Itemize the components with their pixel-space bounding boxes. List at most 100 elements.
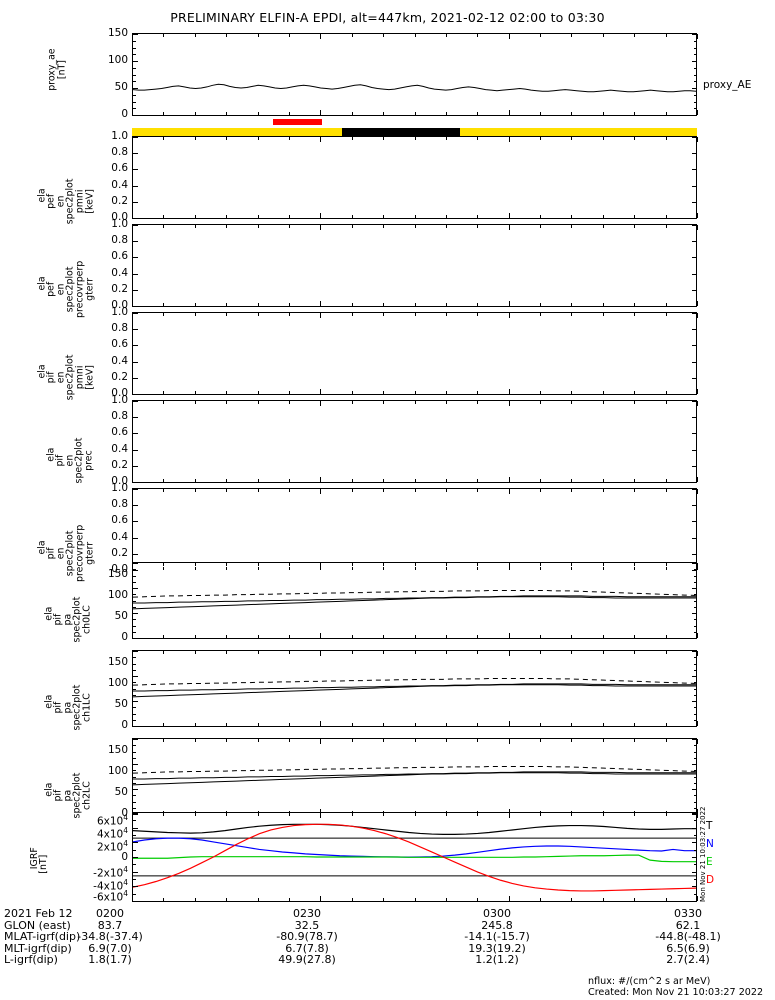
- ytick: [133, 94, 136, 96]
- xtick: [163, 401, 165, 404]
- xtick: [540, 303, 542, 306]
- panel-ch0lc-plotarea: [133, 563, 696, 638]
- xtick: [571, 635, 573, 638]
- xtick: [602, 225, 604, 228]
- xtick: [132, 301, 133, 306]
- panel-proxy-ae-ylabel: proxy_ae [nT]: [46, 48, 67, 91]
- xtick: [477, 215, 479, 218]
- xtick: [194, 651, 196, 654]
- xtick: [257, 723, 259, 726]
- ytick-label: -6x104: [93, 889, 128, 904]
- xtick: [665, 479, 667, 482]
- ytick: [133, 553, 138, 555]
- ytick: [692, 417, 697, 419]
- xtick: [665, 563, 667, 566]
- xtick: [634, 723, 636, 726]
- panel-ch2lc-plotarea: [133, 739, 696, 814]
- ytick-label: 1.0: [111, 130, 128, 142]
- xtick: [571, 811, 573, 814]
- footer-created: Created: Mon Nov 21 10:03:27 2022: [588, 987, 764, 998]
- xtick: [571, 137, 573, 140]
- ytick: [133, 594, 136, 596]
- xtick: [697, 34, 698, 39]
- ytick: [133, 651, 138, 652]
- xtick: [132, 896, 133, 901]
- xtick: [414, 739, 416, 742]
- table-row: MLT-igrf(dip) 6.9(7.0) 6.7(7.8) 19.3(19.…: [0, 943, 775, 955]
- xtick: [383, 215, 385, 218]
- xtick: [351, 391, 353, 394]
- xtick: [351, 635, 353, 638]
- xtick: [414, 811, 416, 814]
- panel-4-ylabel: ela pif en spec2plot pmni [keV]: [36, 354, 96, 401]
- xtick: [634, 567, 636, 570]
- ytick-label: 0.2: [111, 283, 128, 295]
- ytick: [133, 726, 138, 727]
- xtick: [132, 721, 133, 726]
- xtick: [194, 137, 196, 140]
- xtick: [697, 313, 698, 318]
- xtick: [571, 813, 573, 816]
- ch0lc-traces: [133, 590, 696, 610]
- xtick: [257, 739, 259, 742]
- ytick-label: 0.6: [111, 250, 128, 262]
- xtick: [383, 303, 385, 306]
- xtick: [163, 635, 165, 638]
- xtick: [602, 313, 604, 316]
- xtick: [383, 635, 385, 638]
- xtick: [445, 567, 447, 570]
- xtick: [163, 563, 165, 566]
- xtick: [320, 389, 322, 394]
- ytick: [133, 273, 138, 275]
- xtick: [288, 635, 290, 638]
- ytick: [133, 433, 138, 435]
- ytick: [133, 581, 136, 583]
- xtick: [414, 391, 416, 394]
- ytick: [692, 482, 697, 483]
- xtick: [571, 479, 573, 482]
- xtick: [665, 313, 667, 316]
- xtick: [132, 401, 133, 406]
- xtick: [257, 391, 259, 394]
- xtick: [445, 898, 447, 901]
- xtick: [163, 391, 165, 394]
- xtick: [477, 567, 479, 570]
- xtick: [414, 567, 416, 570]
- xtick: [414, 112, 416, 115]
- xtick: [602, 479, 604, 482]
- xtick: [602, 813, 604, 816]
- xtick: [665, 723, 667, 726]
- ytick: [692, 789, 697, 790]
- xtick: [634, 313, 636, 316]
- igrf-legend-N: N: [706, 838, 714, 850]
- xtick: [665, 489, 667, 492]
- xtick: [477, 303, 479, 306]
- xtick: [634, 739, 636, 742]
- xtick: [540, 739, 542, 742]
- xtick: [351, 215, 353, 218]
- xtick: [414, 303, 416, 306]
- ytick: [692, 570, 697, 571]
- ytick: [133, 563, 138, 564]
- ytick: [692, 169, 697, 171]
- ytick: [694, 594, 697, 596]
- xtick: [540, 567, 542, 570]
- xtick: [697, 225, 698, 230]
- xtick: [226, 391, 228, 394]
- xtick: [288, 401, 290, 404]
- xtick: [288, 898, 290, 901]
- panel-ch1lc: [132, 650, 697, 727]
- xtick: [508, 813, 510, 818]
- xtick: [226, 489, 228, 492]
- ytick: [133, 901, 138, 902]
- xtick: [163, 34, 165, 37]
- xtick: [414, 313, 416, 316]
- ytick: [692, 377, 697, 379]
- panel-ch1lc-plotarea: [133, 651, 696, 726]
- xtick: [383, 34, 385, 37]
- ytick: [133, 613, 138, 614]
- ytick: [692, 257, 697, 259]
- ytick: [694, 581, 697, 583]
- xtick: [697, 401, 698, 406]
- panel-igrf-ylabel: IGRF [nT]: [28, 847, 49, 874]
